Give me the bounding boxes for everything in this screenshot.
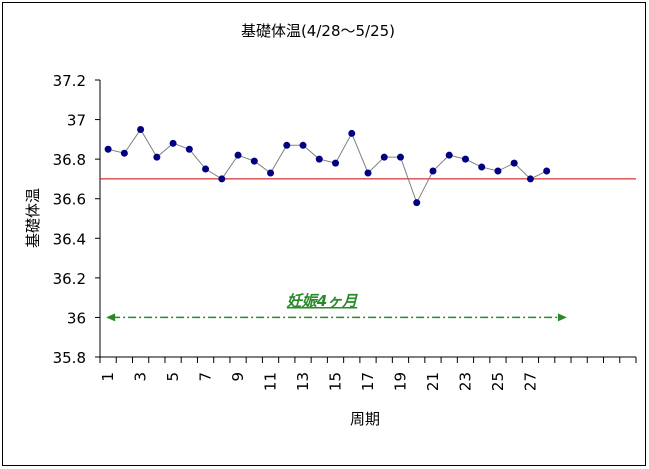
x-tick-label: 15 xyxy=(327,372,345,391)
annotation-arrowhead-left xyxy=(106,313,116,322)
data-point xyxy=(153,153,161,161)
data-point xyxy=(104,145,112,153)
data-point xyxy=(283,141,291,149)
data-point xyxy=(445,151,453,159)
x-tick-label: 19 xyxy=(391,372,409,391)
data-point xyxy=(396,153,404,161)
data-point xyxy=(169,139,177,147)
chart-title: 基礎体温(4/28〜5/25) xyxy=(241,22,395,40)
x-tick-label: 7 xyxy=(197,372,215,382)
x-tick-label: 9 xyxy=(229,372,247,382)
data-point xyxy=(526,175,534,183)
data-point xyxy=(267,169,275,177)
data-point xyxy=(185,145,193,153)
pregnancy-annotation: 妊娠4ヶ月 xyxy=(106,292,567,322)
y-tick-label: 36.8 xyxy=(53,151,86,169)
data-point xyxy=(137,125,145,133)
data-point xyxy=(120,149,128,157)
x-tick-label: 21 xyxy=(424,372,442,391)
series-line xyxy=(108,128,547,204)
x-tick-label: 13 xyxy=(294,372,312,391)
x-tick-label: 1 xyxy=(99,372,117,382)
data-point xyxy=(510,159,518,167)
y-tick-label: 37.2 xyxy=(53,72,86,90)
data-point xyxy=(250,157,258,165)
data-point xyxy=(429,167,437,175)
y-tick-label: 36.4 xyxy=(53,230,86,248)
data-point xyxy=(413,199,421,207)
data-point xyxy=(494,167,502,175)
x-tick-label: 27 xyxy=(521,372,539,391)
y-tick-label: 37 xyxy=(67,112,86,130)
data-point xyxy=(332,159,340,167)
data-point xyxy=(202,165,210,173)
y-tick-label: 36.6 xyxy=(53,191,86,209)
data-point xyxy=(380,153,388,161)
y-tick-label: 35.8 xyxy=(53,349,86,367)
data-point xyxy=(299,141,307,149)
x-tick-label: 25 xyxy=(489,372,507,391)
annotation-arrowhead-right xyxy=(557,313,567,322)
data-point xyxy=(234,151,242,159)
y-tick-label: 36 xyxy=(67,309,86,327)
temperature-series xyxy=(104,125,551,207)
annotation-label: 妊娠4ヶ月 xyxy=(287,292,358,310)
data-point xyxy=(478,163,486,171)
x-axis-label: 周期 xyxy=(350,410,380,428)
data-point xyxy=(461,155,469,163)
x-tick-label: 17 xyxy=(359,372,377,391)
x-tick-label: 11 xyxy=(262,372,280,391)
y-axis-label: 基礎体温 xyxy=(24,188,42,248)
y-tick-label: 36.2 xyxy=(53,270,86,288)
data-point xyxy=(218,175,226,183)
data-point xyxy=(543,167,551,175)
x-tick-label: 5 xyxy=(164,372,182,382)
data-point xyxy=(348,129,356,137)
data-point xyxy=(315,155,323,163)
data-point xyxy=(364,169,372,177)
x-tick-label: 23 xyxy=(456,372,474,391)
x-tick-label: 3 xyxy=(132,372,150,382)
